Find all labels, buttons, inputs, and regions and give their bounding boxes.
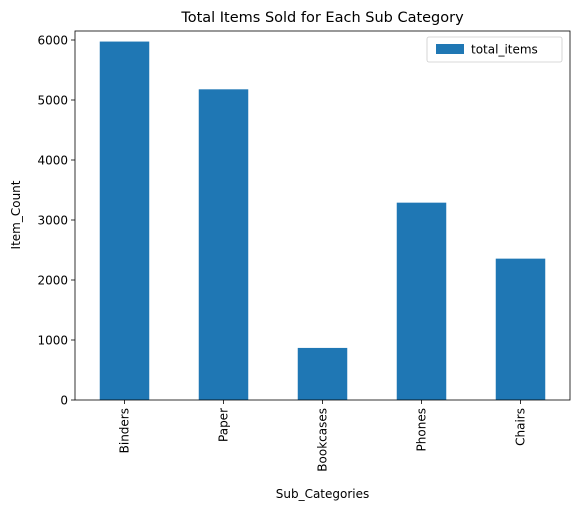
y-axis-label: Item_Count: [9, 180, 23, 249]
y-tick-label: 4000: [37, 154, 68, 168]
bar-chairs: [495, 258, 546, 400]
bar-paper: [198, 89, 249, 400]
legend-swatch: [436, 44, 464, 54]
y-tick-label: 2000: [37, 274, 68, 288]
y-tick-label: 5000: [37, 94, 68, 108]
x-tick-label-paper: Paper: [217, 408, 231, 442]
x-tick-label-chairs: Chairs: [514, 408, 528, 446]
x-tick-label-bookcases: Bookcases: [316, 408, 330, 472]
y-tick-label: 3000: [37, 214, 68, 228]
chart-title: Total Items Sold for Each Sub Category: [180, 10, 464, 26]
y-tick-label: 0: [60, 394, 68, 408]
y-tick-label: 1000: [37, 334, 68, 348]
bar-binders: [99, 41, 150, 401]
legend-label: total_items: [471, 43, 538, 57]
plot-frame: [74, 30, 571, 401]
legend: total_items: [426, 36, 563, 63]
x-axis: Binders Paper Bookcases Phones Chairs: [118, 400, 528, 472]
bars-layer: [99, 41, 546, 401]
bar-phones: [396, 202, 447, 400]
x-tick-label-binders: Binders: [118, 408, 132, 453]
x-axis-label: Sub_Categories: [276, 487, 370, 501]
y-tick-label: 6000: [37, 34, 68, 48]
x-tick-label-phones: Phones: [415, 408, 429, 451]
legend-box: [426, 36, 563, 63]
bar-bookcases: [297, 347, 348, 400]
y-axis: 0 1000 2000 3000 4000 5000 6000: [37, 34, 75, 408]
